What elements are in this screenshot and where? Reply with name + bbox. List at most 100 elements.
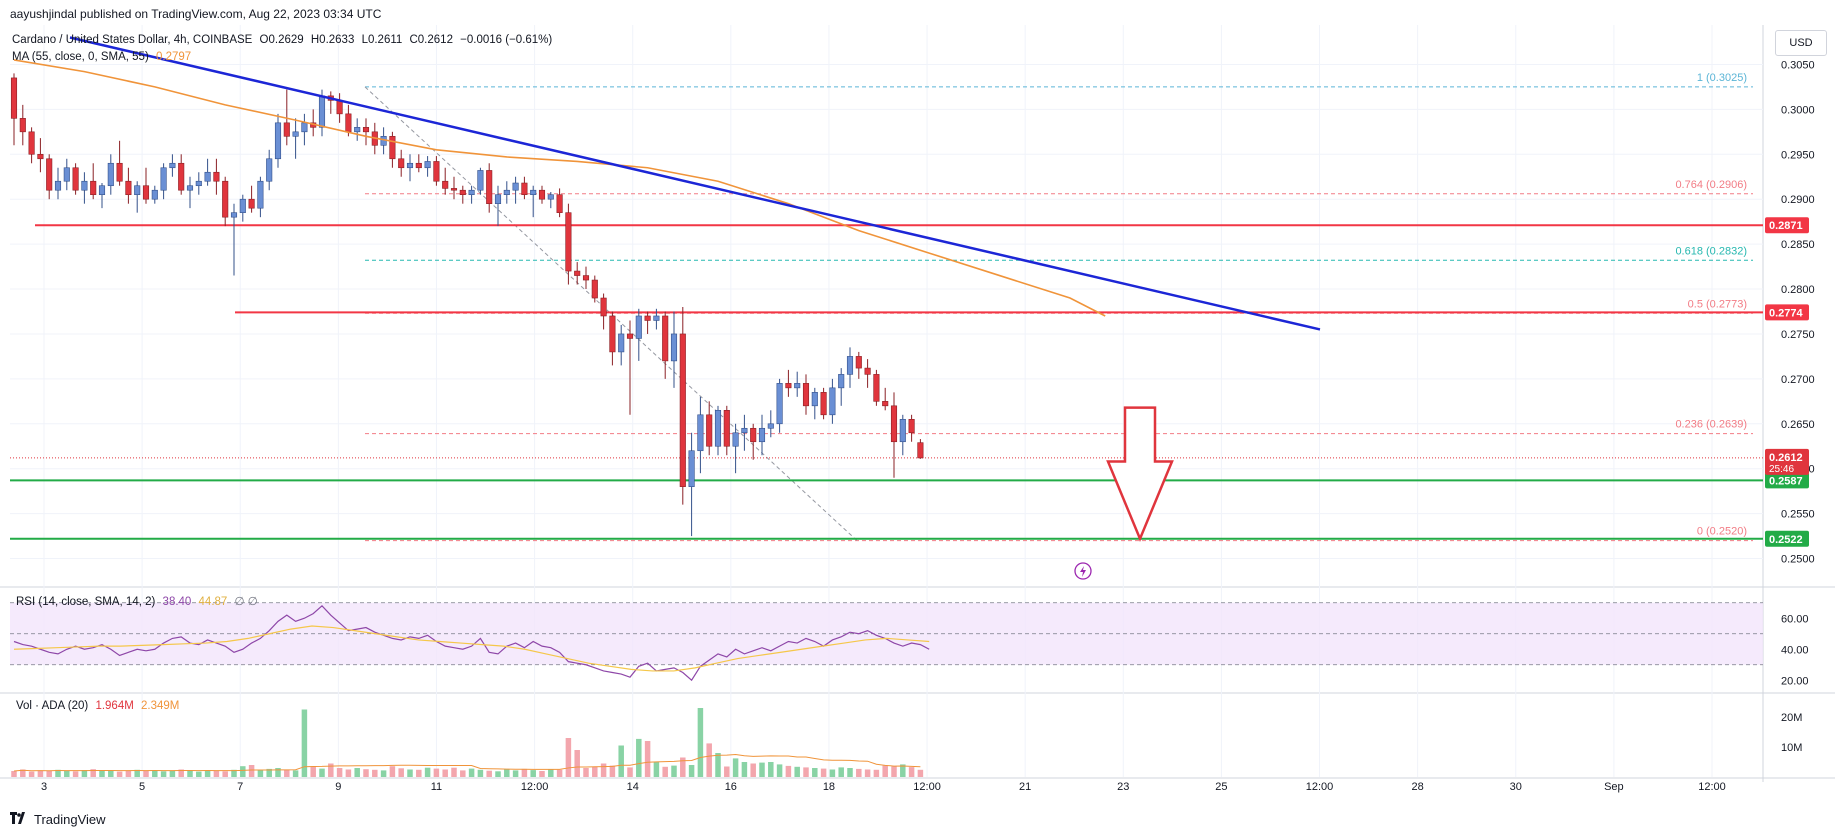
candle (134, 181, 141, 213)
candle (688, 432, 695, 537)
volume-bar (389, 766, 396, 777)
x-tick-label: 12:00 (1698, 781, 1726, 793)
candle-body (802, 383, 810, 407)
candle (415, 154, 422, 173)
candle-body (450, 188, 458, 191)
fib-level-label: 0.236 (0.2639) (1675, 419, 1747, 431)
volume-bar (574, 750, 580, 777)
x-tick-label: 14 (627, 781, 639, 793)
candle (732, 423, 739, 474)
candle (125, 167, 132, 204)
price-label-background (1765, 217, 1809, 234)
candle-body (890, 405, 898, 443)
fib-level-label: 1 (0.3025) (1697, 72, 1747, 84)
candle (556, 188, 563, 218)
ma-legend-value: 0.2797 (155, 51, 192, 63)
price-tick-label: 0.2800 (1781, 284, 1815, 296)
price-label-badge: 0.2522 (1765, 530, 1809, 547)
candle (54, 167, 62, 200)
rsi-legend-label: RSI (14, close, SMA, 14, 2) (16, 596, 156, 608)
candle (46, 154, 53, 200)
price-label-text: 0.2522 (1769, 534, 1803, 546)
candle (758, 414, 766, 456)
candle (204, 158, 211, 186)
candle-body (670, 333, 678, 362)
price-label-text: 0.2587 (1769, 475, 1803, 487)
candle-body (644, 315, 651, 321)
candle-body (301, 122, 308, 133)
candle (618, 324, 625, 366)
currency-button[interactable]: USD (1775, 30, 1827, 56)
candle-body (582, 275, 590, 281)
volume-bar (688, 765, 695, 777)
volume-bar (64, 770, 70, 777)
x-tick-label: 12:00 (1306, 781, 1334, 793)
candle-body (186, 185, 194, 191)
volume-bar (81, 770, 88, 777)
candle (538, 185, 546, 204)
volume-bar (424, 767, 431, 777)
volume-bar (891, 766, 897, 777)
candle-body (758, 427, 766, 443)
volume-bar (407, 769, 413, 777)
volume-bar (609, 765, 616, 777)
candle (565, 203, 572, 285)
candle (239, 194, 246, 222)
candle (882, 387, 889, 411)
down-arrow-annotation (1106, 406, 1174, 543)
candle-body (389, 136, 396, 160)
volume-ma-line (13, 754, 921, 772)
volume-bar (847, 768, 853, 777)
candle-body (406, 162, 414, 169)
rsi-tick-label: 20.00 (1781, 675, 1809, 687)
volume-bar (812, 768, 818, 777)
candle-body (512, 182, 519, 191)
candle (28, 127, 35, 164)
price-tick-label: 0.2550 (1781, 509, 1815, 521)
volume-bar (548, 769, 554, 777)
volume-bar (768, 762, 774, 777)
volume-bar (336, 768, 343, 777)
volume-bar (416, 769, 422, 777)
candle (116, 140, 123, 186)
candle (530, 185, 537, 218)
candle (776, 378, 783, 433)
price-tick-label: 0.3000 (1781, 104, 1815, 116)
candle-body (28, 131, 35, 155)
candle-body (266, 158, 273, 182)
candle-body (723, 410, 730, 447)
candle-body (732, 432, 739, 447)
volume-bar (627, 767, 633, 777)
x-tick-label: 23 (1117, 781, 1129, 793)
candle-body (626, 333, 634, 339)
volume-bar (477, 769, 484, 777)
candle-body (846, 356, 854, 375)
candle-body (820, 392, 827, 416)
candle (767, 410, 774, 438)
candle (142, 167, 150, 204)
candle (248, 185, 255, 213)
candle-body (662, 315, 669, 362)
volume-bar (20, 769, 26, 777)
candle (72, 163, 79, 195)
publisher-header: aayushjindal published on TradingView.co… (10, 7, 382, 21)
candle (846, 347, 854, 388)
volume-bar (917, 769, 924, 777)
volume-bar (354, 768, 360, 777)
volume-bar (108, 770, 114, 777)
volume-bar (433, 768, 440, 777)
volume-bar (732, 758, 739, 777)
candle-body (714, 410, 722, 447)
price-label-background (1765, 472, 1809, 489)
volume-bar (442, 769, 448, 777)
price-tick-label: 0.2650 (1781, 419, 1815, 431)
candle (706, 401, 713, 456)
candle (838, 368, 845, 406)
candle (653, 308, 660, 330)
candle-body (477, 170, 484, 191)
current-price-value: 0.2612 (1769, 452, 1803, 464)
candle (503, 181, 510, 204)
candle (662, 311, 669, 379)
